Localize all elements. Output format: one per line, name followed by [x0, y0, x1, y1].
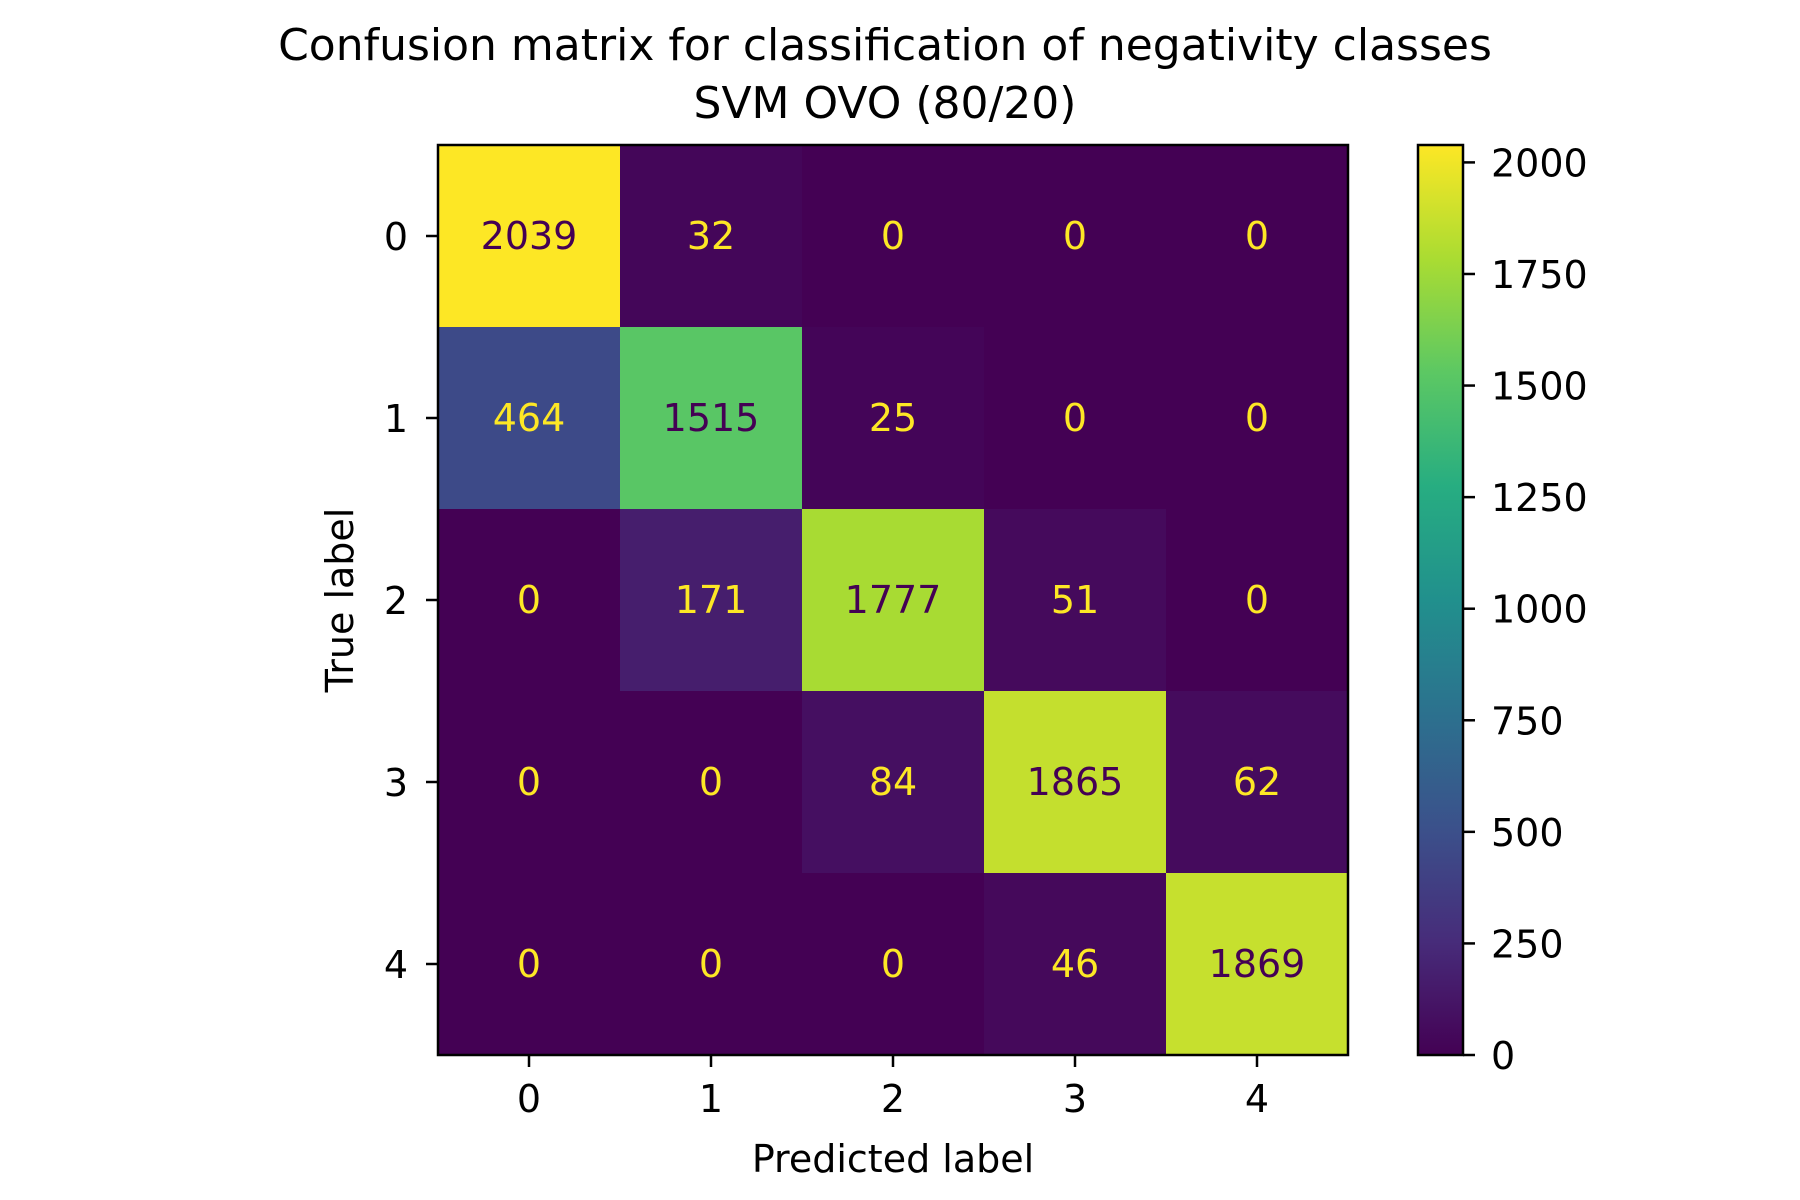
y-axis-ticks: 0 1 2 3 4	[384, 215, 438, 987]
heatmap-cell-3-4	[1166, 691, 1349, 874]
heatmap-cells	[438, 145, 1349, 1056]
y-tick-label-0: 0	[384, 215, 408, 259]
x-tick-label-2: 2	[881, 1077, 905, 1121]
cell-value-1-0: 464	[493, 396, 566, 440]
heatmap-cell-4-0	[438, 873, 621, 1056]
x-tick-label-3: 3	[1063, 1077, 1087, 1121]
x-axis-label: Predicted label	[752, 1137, 1034, 1181]
colorbar-frame	[1416, 143, 1465, 1057]
x-axis-ticks: 0 1 2 3 4	[517, 1055, 1269, 1121]
heatmap-cell-0-2	[802, 145, 985, 328]
heatmap-cell-4-1	[620, 873, 803, 1056]
heatmap-cell-0-4	[1166, 145, 1349, 328]
heatmap-cell-0-1	[620, 145, 803, 328]
y-tick-label-2: 2	[384, 579, 408, 623]
cell-value-1-3: 0	[1063, 396, 1087, 440]
cell-value-3-1: 0	[699, 760, 723, 804]
cell-value-2-1: 171	[675, 578, 748, 622]
heatmap-cell-4-3	[984, 873, 1167, 1056]
colorbar-tick-label-1: 250	[1491, 922, 1564, 966]
cell-value-2-2: 1777	[845, 578, 942, 622]
heatmap-cell-1-1	[620, 327, 803, 510]
cell-value-4-2: 0	[881, 942, 905, 986]
heatmap-cell-4-4	[1166, 873, 1349, 1056]
heatmap-cell-2-2	[802, 509, 985, 692]
cell-value-2-3: 51	[1051, 578, 1099, 622]
cell-value-4-3: 46	[1051, 942, 1099, 986]
y-tick-label-4: 4	[384, 943, 408, 987]
cell-value-0-1: 32	[687, 214, 735, 258]
cell-value-4-0: 0	[517, 942, 541, 986]
x-tick-label-4: 4	[1245, 1077, 1269, 1121]
chart-subtitle: SVM OVO (80/20)	[694, 78, 1077, 129]
heatmap-cell-labels: 2039 32 0 0 0 464 1515 25 0 0 0 171 1777 51 0 0 0 84 1865 6…	[481, 214, 1306, 986]
x-tick-label-1: 1	[699, 1077, 723, 1121]
heatmap-cell-1-0	[438, 327, 621, 510]
cell-value-4-4: 1869	[1209, 942, 1306, 986]
cell-value-4-1: 0	[699, 942, 723, 986]
heatmap-cell-3-3	[984, 691, 1167, 874]
cell-value-2-4: 0	[1245, 578, 1269, 622]
colorbar-tick-label-7: 1750	[1491, 253, 1588, 297]
heatmap-cell-1-2	[802, 327, 985, 510]
cell-value-0-3: 0	[1063, 214, 1087, 258]
cell-value-1-1: 1515	[663, 396, 760, 440]
colorbar	[1418, 145, 1463, 1055]
cell-value-2-0: 0	[517, 578, 541, 622]
cell-value-3-4: 62	[1233, 760, 1281, 804]
chart-title: Confusion matrix for classification of n…	[278, 20, 1492, 71]
y-tick-label-3: 3	[384, 761, 408, 805]
x-tick-label-0: 0	[517, 1077, 541, 1121]
cell-value-1-2: 25	[869, 396, 917, 440]
heatmap-cell-3-0	[438, 691, 621, 874]
heatmap-cell-2-3	[984, 509, 1167, 692]
heatmap-cell-4-2	[802, 873, 985, 1056]
cell-value-3-2: 84	[869, 760, 917, 804]
y-tick-label-1: 1	[384, 397, 408, 441]
colorbar-tick-label-4: 1000	[1491, 588, 1588, 632]
y-axis-label: True label	[318, 508, 362, 694]
heatmap-cell-0-0	[438, 145, 621, 328]
heatmap-cell-2-0	[438, 509, 621, 692]
heatmap-cell-1-3	[984, 327, 1167, 510]
cell-value-3-3: 1865	[1027, 760, 1124, 804]
cell-value-0-0: 2039	[481, 214, 578, 258]
colorbar-tick-label-5: 1250	[1491, 476, 1588, 520]
heatmap-cell-2-1	[620, 509, 803, 692]
colorbar-tick-label-8: 2000	[1491, 141, 1588, 185]
cell-value-0-4: 0	[1245, 214, 1269, 258]
heatmap-cell-3-1	[620, 691, 803, 874]
colorbar-tick-label-6: 1500	[1491, 365, 1588, 409]
colorbar-ticks: 0 250 500 750 1000 1250 1500 1750 2000	[1463, 141, 1588, 1078]
cell-value-3-0: 0	[517, 760, 541, 804]
cell-value-0-2: 0	[881, 214, 905, 258]
heatmap-cell-3-2	[802, 691, 985, 874]
colorbar-tick-label-0: 0	[1491, 1034, 1515, 1078]
heatmap-cell-2-4	[1166, 509, 1349, 692]
colorbar-tick-label-2: 500	[1491, 811, 1564, 855]
heatmap-cell-1-4	[1166, 327, 1349, 510]
cell-value-1-4: 0	[1245, 396, 1269, 440]
heatmap-cell-0-3	[984, 145, 1167, 328]
colorbar-tick-label-3: 750	[1491, 699, 1564, 743]
